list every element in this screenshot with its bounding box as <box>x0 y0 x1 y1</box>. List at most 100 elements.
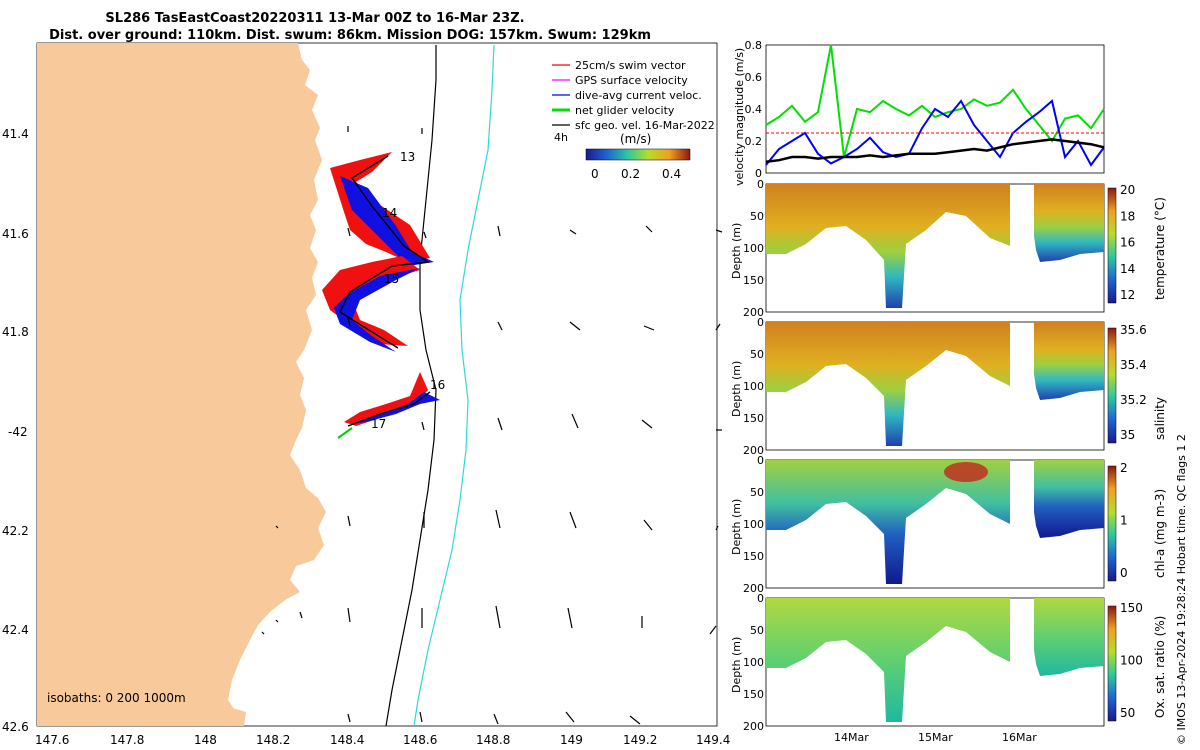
legend-entry: sfc geo. vel. 16-Mar-2022 <box>575 119 715 132</box>
depth-tick: 150 <box>743 550 764 563</box>
y-tick: 41.8 <box>2 325 29 339</box>
colorbar-tick: 14 <box>1120 262 1135 276</box>
x-tick: 148.4 <box>330 733 364 747</box>
chart-subtitle: Dist. over ground: 110km. Dist. swum: 86… <box>49 28 651 43</box>
colorbar-labels: temperature (°C) salinity chl-a (mg m-3) Ox… <box>1153 197 1167 718</box>
chl-a-section <box>765 459 1105 589</box>
colorbar-tick: 35.4 <box>1120 358 1147 372</box>
map-x-ticks: 147.6 147.8 148 148.2 148.4 148.6 148.8 … <box>35 733 730 747</box>
depth-tick: 50 <box>750 486 764 499</box>
colorbar-label: (m/s) <box>620 132 651 146</box>
colorbar-label: Ox. sat. ratio (%) <box>1153 616 1167 718</box>
temperature-section <box>765 183 1105 313</box>
section-axes: Depth (m) 0 50 100 150 200 Depth (m) 0 50 100 150 2… <box>730 178 764 733</box>
temperature-colorbar <box>1107 187 1117 304</box>
geo-velocity-arrows <box>261 126 723 725</box>
colorbar-ticks: 20 18 16 14 12 35.6 35.4 35.2 35 2 1 0 150 100 50 <box>1120 183 1147 720</box>
speed-colorbar <box>585 148 691 161</box>
y-tick: -42 <box>8 425 28 439</box>
depth-tick: 150 <box>743 274 764 287</box>
colorbar-tick: 2 <box>1120 461 1128 475</box>
chl-a-colorbar <box>1107 465 1117 582</box>
time-tick: 16Mar <box>1002 731 1037 744</box>
colorbar-tick: 1 <box>1120 514 1128 528</box>
glider-track <box>322 152 440 439</box>
depth-tick: 200 <box>743 444 764 457</box>
depth-tick: 0 <box>757 592 764 605</box>
time-axis: 14Mar 15Mar 16Mar <box>834 731 1037 744</box>
velocity-y-ticks: 0 0.2 0.4 0.6 0.8 <box>745 39 763 180</box>
x-tick: 147.6 <box>35 733 69 747</box>
time-tick: 15Mar <box>918 731 953 744</box>
depth-tick: 100 <box>743 656 764 669</box>
colorbar-tick: 35.6 <box>1120 323 1147 337</box>
depth-tick: 150 <box>743 412 764 425</box>
colorbar-tick: 12 <box>1120 288 1135 302</box>
legend-entry: 25cm/s swim vector <box>575 59 686 72</box>
colorbar-label: salinity <box>1153 397 1167 440</box>
day-label: 14 <box>382 206 397 220</box>
velocity-ylabel: velocity magnitude (m/s) <box>733 48 746 186</box>
colorbar-tick: 100 <box>1120 654 1143 668</box>
legend-entry: net glider velocity <box>575 104 675 117</box>
day-label: 15 <box>384 272 399 286</box>
colorbar-tick: 50 <box>1120 706 1135 720</box>
velocity-y-tick: 0.4 <box>745 103 763 116</box>
y-tick: 42.6 <box>2 720 29 734</box>
colorbar-tick: 35.2 <box>1120 393 1147 407</box>
x-tick: 148.2 <box>256 733 290 747</box>
velocity-y-tick: 0 <box>755 167 762 180</box>
x-tick: 149 <box>560 733 583 747</box>
colorbar-label: chl-a (mg m-3) <box>1153 489 1167 578</box>
y-tick: 42.2 <box>2 524 29 538</box>
map-legend: 25cm/s swim vector GPS surface velocity … <box>552 59 715 181</box>
depth-tick: 200 <box>743 720 764 733</box>
colorbar-label: temperature (°C) <box>1153 197 1167 300</box>
velocity-y-tick: 0.8 <box>745 39 763 52</box>
day-label: 13 <box>400 150 415 164</box>
salinity-colorbar <box>1107 327 1117 444</box>
legend-extra: 4h <box>554 131 568 144</box>
map-y-ticks: 41.4 41.6 41.8 -42 42.2 42.4 42.6 <box>2 127 29 734</box>
series-line-0 <box>765 44 1105 158</box>
depth-tick: 50 <box>750 348 764 361</box>
velocity-y-tick: 0.6 <box>745 71 763 84</box>
chart-title: SL286 TasEastCoast20220311 13-Mar 00Z to… <box>105 11 525 26</box>
depth-tick: 150 <box>743 688 764 701</box>
credit-text: © IMOS 13-Apr-2024 19:28:24 Hobart time.… <box>1175 434 1188 745</box>
depth-label: Depth (m) <box>730 499 743 555</box>
depth-tick: 100 <box>743 518 764 531</box>
velocity-series <box>765 44 1105 167</box>
depth-tick: 0 <box>757 316 764 329</box>
isobath-1000 <box>413 44 495 727</box>
colorbar-tick: 35 <box>1120 428 1135 442</box>
velocity-y-tick: 0.2 <box>745 135 763 148</box>
tasmania-land <box>37 43 326 726</box>
depth-label: Depth (m) <box>730 223 743 279</box>
series-line-2 <box>765 138 1105 164</box>
velocity-panel: 0 0.2 0.4 0.6 0.8 velocity magnitude (m/s) <box>733 39 1105 186</box>
isobaths-label: isobaths: 0 200 1000m <box>47 691 186 705</box>
depth-tick: 100 <box>743 380 764 393</box>
oxygen-colorbar <box>1107 605 1117 722</box>
colorbar-tick: 20 <box>1120 183 1135 197</box>
time-tick: 14Mar <box>834 731 869 744</box>
x-tick: 149.4 <box>696 733 730 747</box>
map-panel: 13 14 15 16 17 25cm/s swim vector GP <box>2 42 730 747</box>
day-label: 16 <box>430 378 445 392</box>
day-label: 17 <box>371 417 386 431</box>
colorbar-tick: 0 <box>591 167 599 181</box>
depth-label: Depth (m) <box>730 361 743 417</box>
depth-tick: 100 <box>743 242 764 255</box>
depth-tick: 50 <box>750 624 764 637</box>
colorbar-tick: 0 <box>1120 566 1128 580</box>
oxygen-section <box>765 597 1105 727</box>
x-tick: 148 <box>194 733 217 747</box>
y-tick: 42.4 <box>2 623 29 637</box>
colorbar-tick: 0.2 <box>621 167 640 181</box>
isobath-200 <box>385 45 437 727</box>
x-tick: 149.2 <box>623 733 657 747</box>
x-tick: 148.6 <box>403 733 437 747</box>
